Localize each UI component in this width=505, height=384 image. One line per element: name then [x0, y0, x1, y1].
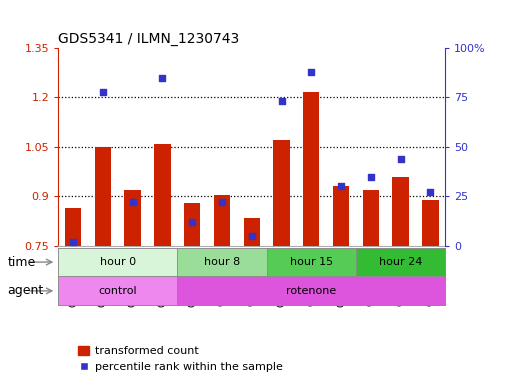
Bar — [184, 203, 200, 246]
Text: control: control — [98, 286, 137, 296]
Bar — [355, 248, 444, 276]
Bar — [58, 276, 177, 305]
Text: time: time — [8, 256, 36, 268]
Bar — [392, 177, 408, 246]
Text: agent: agent — [8, 285, 44, 297]
Point — [307, 69, 315, 75]
Point — [277, 98, 285, 104]
Text: hour 8: hour 8 — [204, 257, 239, 267]
Point — [336, 184, 344, 190]
Bar — [177, 248, 266, 276]
Point — [98, 88, 107, 94]
Bar — [273, 140, 289, 246]
Text: hour 15: hour 15 — [289, 257, 332, 267]
Point — [218, 199, 226, 205]
Point — [396, 156, 404, 162]
Bar — [266, 248, 355, 276]
Text: GDS5341 / ILMN_1230743: GDS5341 / ILMN_1230743 — [58, 31, 239, 46]
Bar — [94, 147, 111, 246]
Legend: transformed count, percentile rank within the sample: transformed count, percentile rank withi… — [74, 341, 287, 377]
Bar — [177, 276, 444, 305]
Text: rotenone: rotenone — [286, 286, 336, 296]
Bar — [154, 144, 170, 246]
Bar — [302, 93, 319, 246]
Bar — [362, 190, 378, 246]
Point — [366, 174, 374, 180]
Bar — [243, 218, 260, 246]
Point — [128, 199, 136, 205]
Bar — [421, 200, 438, 246]
Bar — [213, 195, 230, 246]
Bar — [58, 248, 177, 276]
Point — [69, 239, 77, 245]
Text: hour 0: hour 0 — [99, 257, 135, 267]
Point — [426, 189, 434, 195]
Bar — [65, 208, 81, 246]
Point — [158, 74, 166, 81]
Point — [188, 219, 196, 225]
Bar — [124, 190, 140, 246]
Bar — [332, 187, 348, 246]
Point — [247, 233, 256, 239]
Text: hour 24: hour 24 — [378, 257, 422, 267]
